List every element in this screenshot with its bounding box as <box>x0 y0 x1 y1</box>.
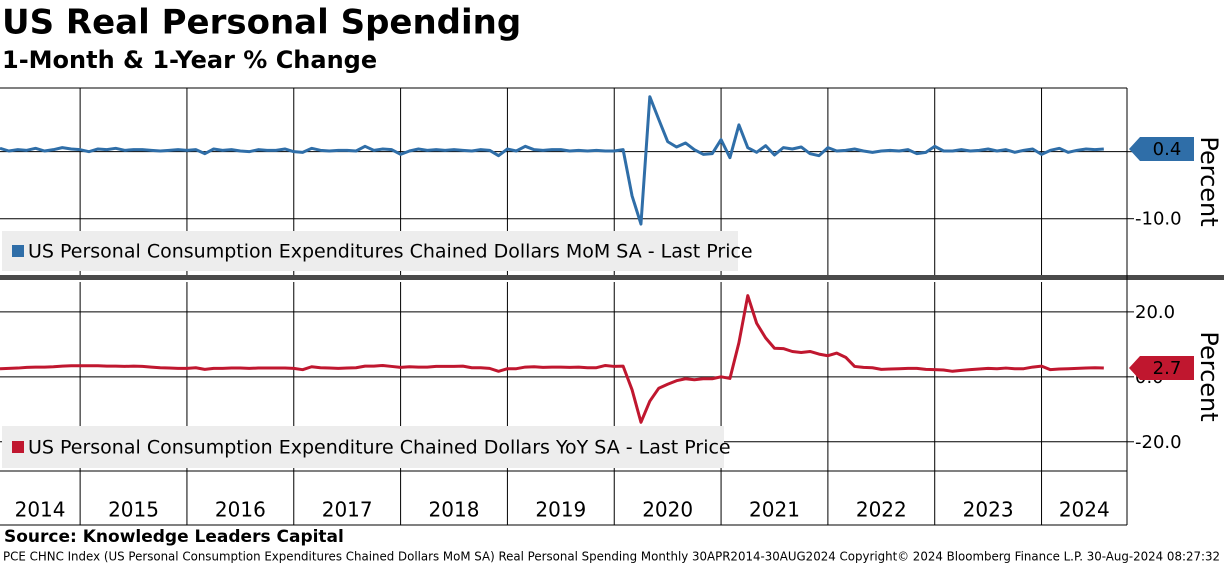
last-value-box <box>1129 136 1194 161</box>
x-tick-label: 2017 <box>322 498 373 522</box>
legend-swatch <box>12 245 24 257</box>
y-axis-label: Percent <box>1195 331 1223 421</box>
y-tick-label: -20.0 <box>1135 432 1182 453</box>
y-tick-label: 20.0 <box>1135 302 1175 323</box>
footnote: PCE CHNC Index (US Personal Consumption … <box>3 550 1220 564</box>
legend-box <box>2 231 738 271</box>
legend-label: US Personal Consumption Expenditure Chai… <box>28 437 731 459</box>
legend-label: US Personal Consumption Expenditures Cha… <box>28 241 753 263</box>
x-tick-label: 2020 <box>642 498 693 522</box>
x-tick-label: 2014 <box>15 498 66 522</box>
x-tick-label: 2021 <box>749 498 800 522</box>
x-tick-label: 2016 <box>215 498 266 522</box>
data-line <box>0 294 1104 424</box>
x-tick-label: 2018 <box>429 498 480 522</box>
data-line <box>0 95 1104 226</box>
y-axis-label: Percent <box>1195 136 1223 226</box>
last-value-label: 2.7 <box>1153 358 1182 379</box>
last-value-box <box>1129 356 1194 381</box>
x-tick-label: 2015 <box>108 498 159 522</box>
x-tick-label: 2024 <box>1059 498 1110 522</box>
panel-separator <box>0 275 1224 280</box>
legend-box <box>2 426 724 468</box>
chart-subtitle: 1-Month & 1-Year % Change <box>2 46 377 74</box>
chart-title: US Real Personal Spending <box>2 3 521 43</box>
x-tick-label: 2019 <box>535 498 586 522</box>
legend-swatch <box>12 441 24 453</box>
x-tick-label: 2022 <box>856 498 907 522</box>
source: Source: Knowledge Leaders Capital <box>4 527 344 547</box>
last-value-label: 0.4 <box>1153 139 1182 160</box>
y-tick-label: -10.0 <box>1135 209 1182 230</box>
x-tick-label: 2023 <box>963 498 1014 522</box>
